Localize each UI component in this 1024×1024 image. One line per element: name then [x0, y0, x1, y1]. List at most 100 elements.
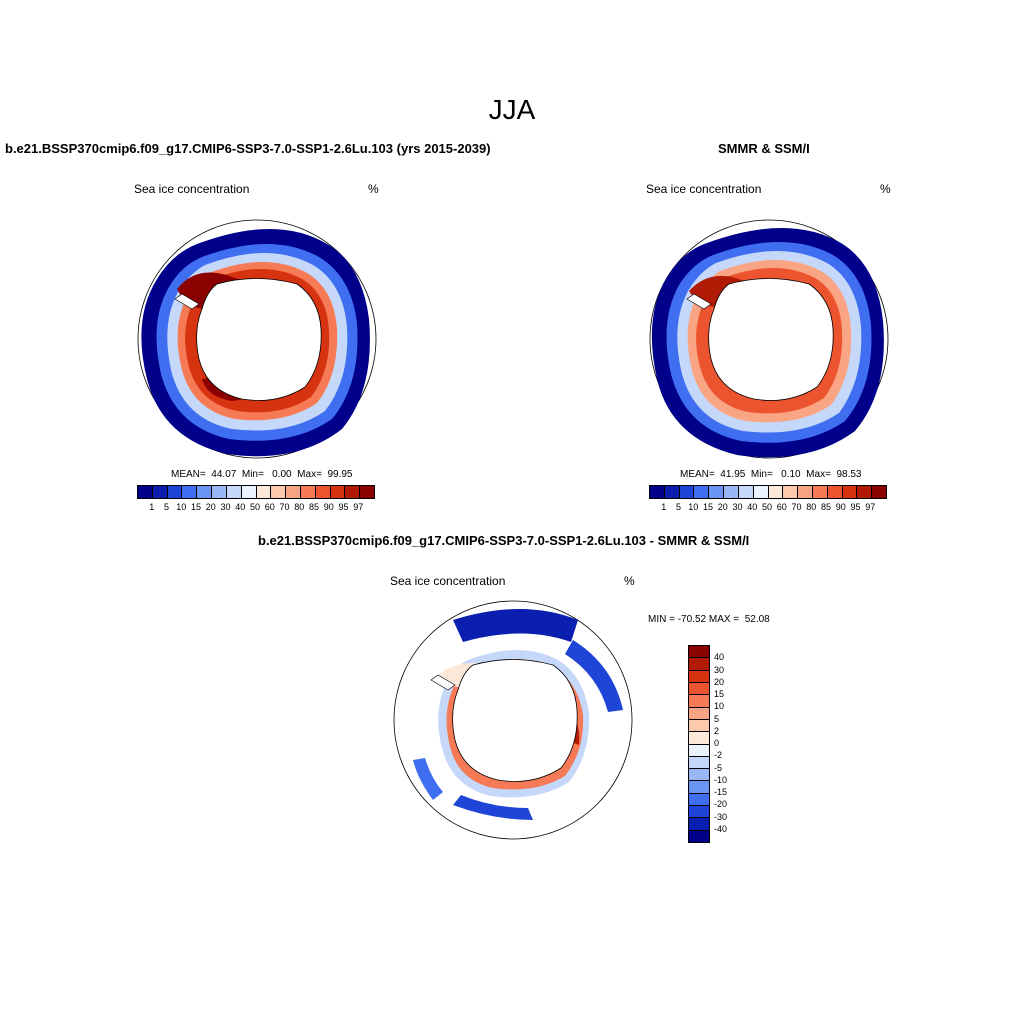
colorbar-swatch: [783, 486, 799, 498]
colorbar-swatch: [152, 486, 168, 498]
colorbar-tick-label: 15: [190, 502, 202, 512]
panel-1-stats: MEAN= 44.07 Min= 0.00 Max= 99.95: [171, 469, 353, 480]
figure-title: JJA: [488, 94, 536, 125]
panel-2-variable-label: Sea ice concentration: [646, 182, 762, 196]
colorbar-swatch: [689, 732, 709, 745]
colorbar-swatch: [271, 486, 287, 498]
colorbar-swatch: [689, 756, 709, 770]
colorbar-swatch: [182, 486, 198, 498]
colorbar-tick-label: 90: [835, 502, 846, 512]
colorbar-tick-label: 30: [220, 502, 231, 512]
colorbar-swatch: [345, 486, 361, 498]
colorbar-swatch: [300, 486, 316, 498]
colorbar-swatch: [798, 486, 813, 498]
colorbar-swatch: [167, 486, 183, 498]
colorbar-swatch: [689, 781, 709, 794]
colorbar-tick-label: 10: [714, 701, 725, 712]
colorbar-tick-label: 40: [235, 502, 246, 512]
panel-1-polar-map: [137, 219, 377, 459]
colorbar-swatch: [689, 658, 709, 671]
colorbar-tick-label: 1: [149, 502, 155, 512]
colorbar-tick-label: 30: [732, 502, 743, 512]
panel-2-polar-map: [649, 219, 889, 459]
colorbar-tick-label: 2: [714, 725, 720, 736]
colorbar-tick-label: 90: [323, 502, 334, 512]
colorbar-swatch: [650, 486, 665, 498]
colorbar-tick-label: 50: [249, 502, 261, 512]
colorbar-swatch: [689, 793, 709, 807]
panel-3-stats: MIN = -70.52 MAX = 52.08: [648, 614, 770, 625]
colorbar-swatch: [689, 695, 709, 708]
colorbar-tick-label: 15: [702, 502, 714, 512]
colorbar-tick-label: 0: [714, 738, 720, 748]
colorbar-swatch: [226, 486, 242, 498]
colorbar-tick-label: 5: [675, 502, 682, 512]
colorbar-swatch: [753, 486, 769, 498]
colorbar-swatch: [241, 486, 257, 498]
panel-1-variable-label: Sea ice concentration: [134, 182, 250, 196]
colorbar-tick-label: 20: [714, 676, 725, 687]
colorbar-tick-label: 60: [776, 502, 787, 512]
colorbar-swatch: [330, 486, 346, 498]
colorbar-tick-label: 95: [338, 502, 349, 512]
colorbar-swatch: [689, 830, 709, 842]
colorbar-tick-label: 10: [176, 502, 187, 512]
colorbar-swatch: [360, 486, 374, 498]
panel-1-title: b.e21.BSSP370cmip6.f09_g17.CMIP6-SSP3-7.…: [5, 141, 491, 156]
colorbar-swatch: [689, 682, 709, 696]
colorbar-tick-label: -40: [714, 823, 728, 834]
colorbar-swatch: [212, 486, 227, 498]
colorbar-tick-label: 30: [714, 664, 725, 675]
colorbar-tick-label: -5: [714, 762, 723, 773]
panel-2-units-label: %: [880, 182, 891, 196]
colorbar-tick-label: 50: [761, 502, 773, 512]
colorbar-tick-label: 70: [279, 502, 290, 512]
colorbar-swatch: [709, 486, 725, 498]
colorbar-swatch: [738, 486, 754, 498]
panel-3-units-label: %: [624, 574, 635, 588]
colorbar-tick-label: 97: [865, 502, 876, 512]
colorbar-swatch: [724, 486, 739, 498]
colorbar-tick-label: 1: [661, 502, 667, 512]
colorbar-tick-label: 70: [791, 502, 802, 512]
panel-3-variable-label: Sea ice concentration: [390, 574, 506, 588]
colorbar-tick-label: 60: [264, 502, 275, 512]
colorbar-tick-label: 10: [688, 502, 699, 512]
colorbar-tick-label: -20: [714, 799, 728, 810]
panel-1-units-label: %: [368, 182, 379, 196]
panel-2-title: SMMR & SSM/I: [718, 141, 810, 156]
colorbar-tick-label: -10: [714, 774, 728, 785]
colorbar-tick-label: 85: [820, 502, 832, 512]
colorbar-swatch: [689, 670, 709, 683]
colorbar-swatch: [812, 486, 828, 498]
colorbar-swatch: [857, 486, 873, 498]
panel-1-colorbar: [137, 485, 375, 499]
colorbar-tick-label: 80: [294, 502, 305, 512]
colorbar-swatch: [842, 486, 858, 498]
colorbar-tick-label: 5: [163, 502, 170, 512]
colorbar-swatch: [256, 486, 272, 498]
colorbar-swatch: [679, 486, 695, 498]
colorbar-tick-label: 5: [714, 713, 720, 724]
panel-2-colorbar: [649, 485, 887, 499]
colorbar-swatch: [286, 486, 301, 498]
panel-2-stats: MEAN= 41.95 Min= 0.10 Max= 98.53: [680, 469, 862, 480]
panel-3-title: b.e21.BSSP370cmip6.f09_g17.CMIP6-SSP3-7.…: [258, 533, 750, 548]
colorbar-swatch: [689, 806, 709, 819]
colorbar-tick-label: 15: [714, 689, 725, 699]
colorbar-swatch: [197, 486, 213, 498]
colorbar-tick-label: 97: [353, 502, 364, 512]
colorbar-tick-label: 20: [205, 502, 216, 512]
colorbar-swatch: [689, 707, 709, 720]
colorbar-swatch: [689, 719, 709, 733]
colorbar-swatch: [689, 744, 709, 757]
colorbar-swatch: [315, 486, 331, 498]
colorbar-tick-label: 80: [806, 502, 817, 512]
colorbar-tick-label: 40: [747, 502, 758, 512]
colorbar-tick-label: 40: [714, 652, 725, 663]
colorbar-swatch: [827, 486, 843, 498]
colorbar-swatch: [689, 646, 709, 659]
panel-3-polar-map: [393, 600, 633, 840]
colorbar-swatch: [694, 486, 710, 498]
colorbar-swatch: [689, 818, 709, 831]
